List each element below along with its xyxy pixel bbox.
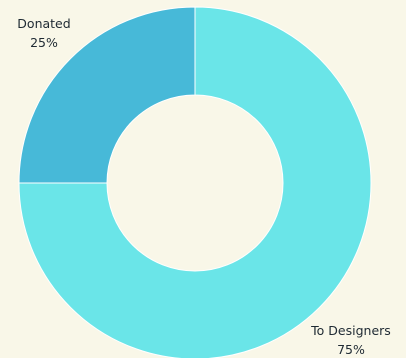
- slice-donated: [18, 6, 196, 184]
- slices-group: [18, 6, 372, 358]
- slice-to-designers: [18, 6, 372, 358]
- slice-label-donated-name: Donated: [17, 16, 70, 31]
- slice-label-designers-value: 75%: [337, 342, 365, 357]
- slice-label-designers-name: To Designers: [310, 323, 391, 338]
- slice-label-donated-value: 25%: [30, 35, 58, 50]
